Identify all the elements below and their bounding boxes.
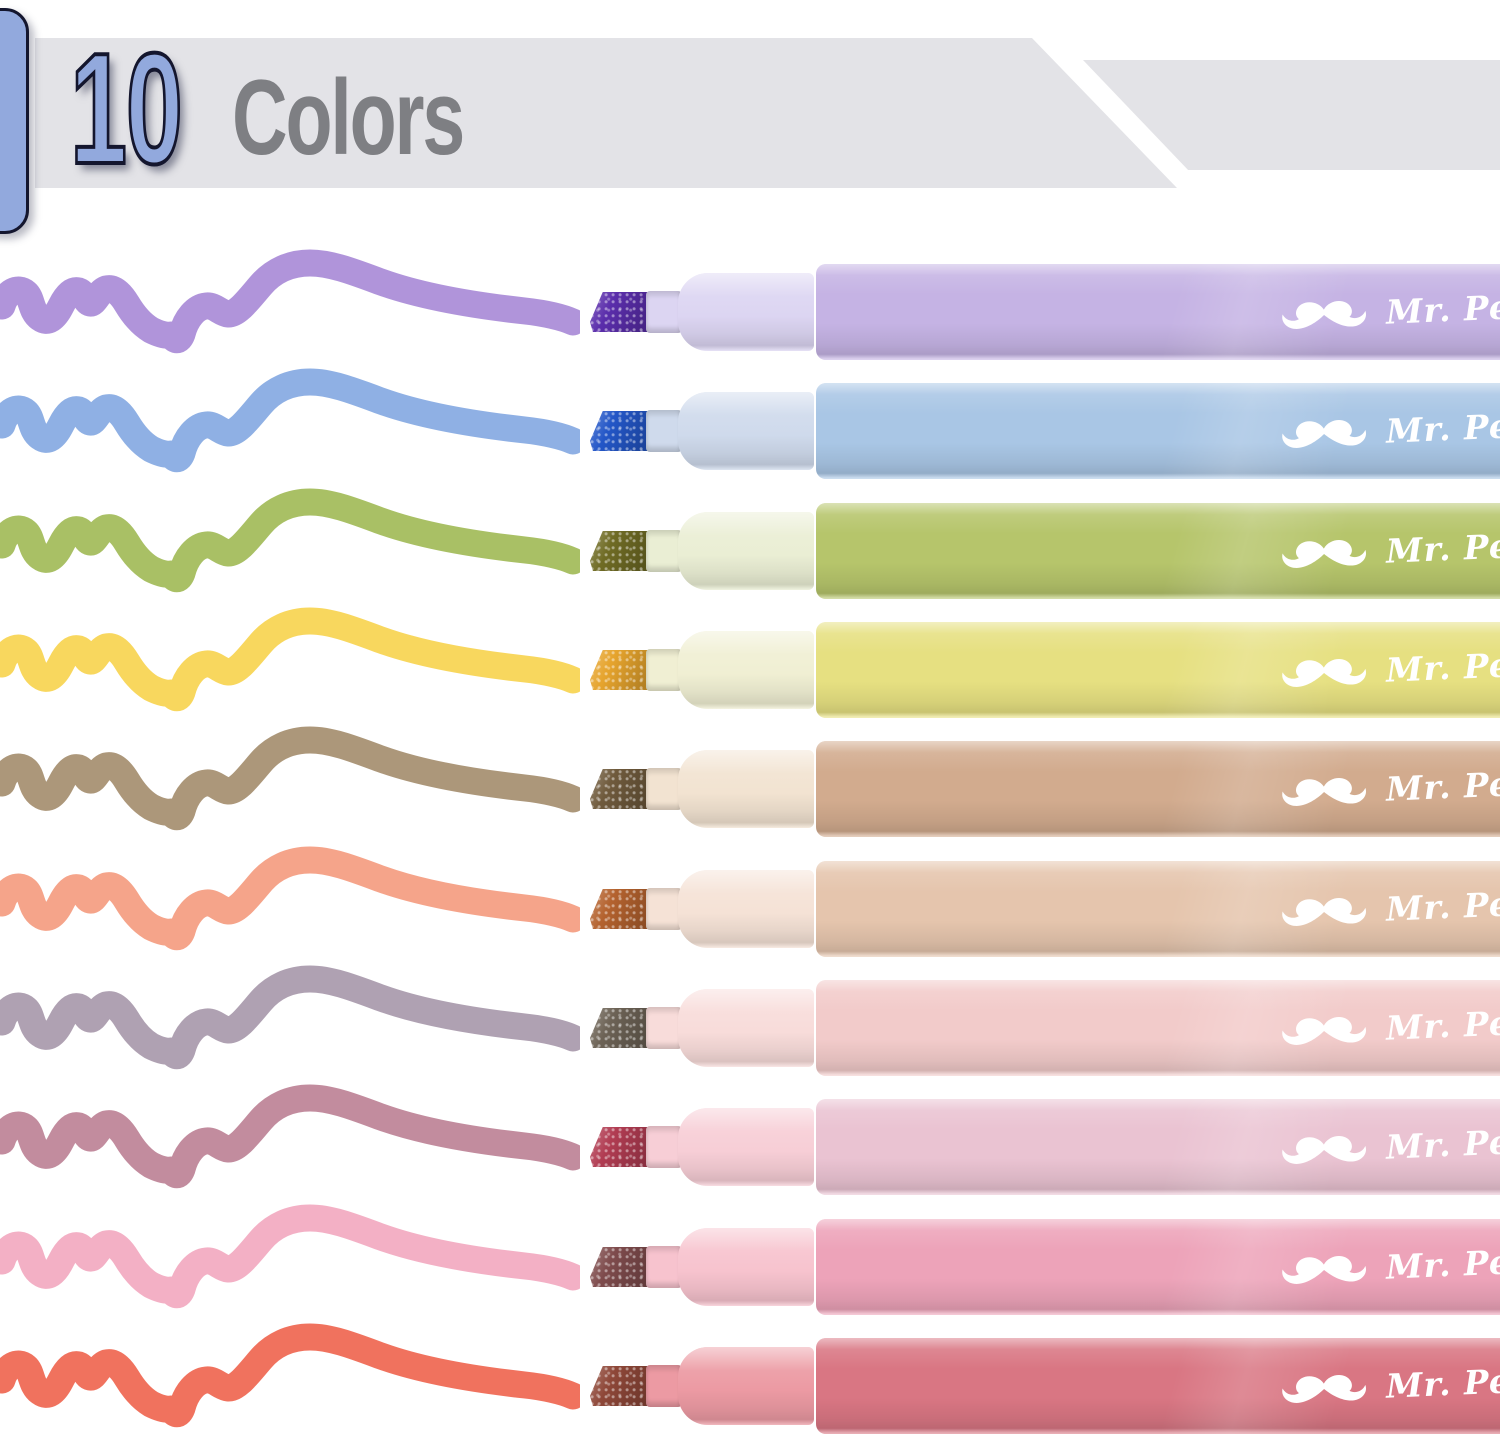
tip-collar — [646, 530, 682, 572]
tip-collar — [646, 888, 682, 930]
tip-collar — [646, 291, 682, 333]
chisel-tip — [590, 1366, 648, 1406]
brand-logo: Mr. Pen — [1277, 1360, 1500, 1407]
marker-row: Mr. Pen — [0, 908, 1500, 1148]
blue-pill-accent — [0, 8, 29, 234]
swatch-stroke — [2, 1337, 573, 1414]
pen-nose — [678, 1108, 814, 1186]
swatch-scribble — [0, 1316, 580, 1436]
marker-row: Mr. Pen — [0, 311, 1500, 551]
marker-row: Mr. Pen — [0, 1147, 1500, 1387]
tip-collar — [646, 410, 682, 452]
pen-body: Mr. Pen — [816, 1338, 1500, 1434]
color-count-label: Colors — [232, 57, 465, 177]
pen-nose — [678, 989, 814, 1067]
pen-nose — [678, 512, 814, 590]
pen-body: Mr. Pen — [816, 1099, 1500, 1195]
tip-collar — [646, 649, 682, 691]
pen-body: Mr. Pen — [816, 741, 1500, 837]
pen-body: Mr. Pen — [816, 264, 1500, 360]
pen-body: Mr. Pen — [816, 980, 1500, 1076]
banner-band-right — [1083, 60, 1500, 170]
brand-name: Mr. Pen — [1385, 1360, 1500, 1406]
tip-collar — [646, 1126, 682, 1168]
pen-body: Mr. Pen — [816, 383, 1500, 479]
marker-row: Mr. Pen — [0, 1027, 1500, 1267]
pen-nose — [678, 392, 814, 470]
pen-nose — [678, 631, 814, 709]
marker-row: Mr. Pen — [0, 550, 1500, 790]
pen-body: Mr. Pen — [816, 622, 1500, 718]
pen-nose — [678, 1228, 814, 1306]
marker-row: Mr. Pen — [0, 669, 1500, 909]
pen-body: Mr. Pen — [816, 861, 1500, 957]
marker-row: Mr. Pen — [0, 192, 1500, 432]
mustache-icon — [1281, 1373, 1367, 1404]
marker-row: Mr. Pen — [0, 431, 1500, 671]
pen-body: Mr. Pen — [816, 503, 1500, 599]
pen-nose — [678, 750, 814, 828]
marker-row: Mr. Pen — [0, 1266, 1500, 1440]
tip-collar — [646, 1246, 682, 1288]
pen-nose — [678, 870, 814, 948]
pen-body: Mr. Pen — [816, 1219, 1500, 1315]
tip-collar — [646, 768, 682, 810]
tip-collar — [646, 1007, 682, 1049]
pen-nose — [678, 273, 814, 351]
tip-collar — [646, 1365, 682, 1407]
banner-band — [35, 38, 1177, 188]
pen-nose — [678, 1347, 814, 1425]
marker-row: Mr. Pen — [0, 789, 1500, 1029]
color-count: 10 — [69, 21, 185, 197]
